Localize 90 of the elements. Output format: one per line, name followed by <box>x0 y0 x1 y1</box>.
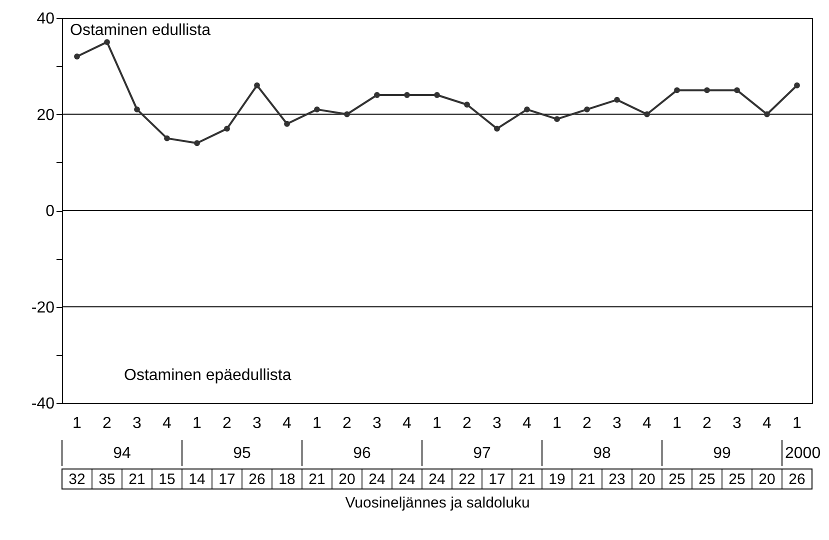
point <box>224 126 230 132</box>
point <box>134 106 140 112</box>
point <box>674 87 680 94</box>
point <box>644 111 650 118</box>
y-tick-label: 0 <box>46 203 55 220</box>
data-label: 26 <box>248 471 266 488</box>
x-tick-label: 1 <box>192 415 202 432</box>
point <box>314 106 320 112</box>
point <box>164 135 170 142</box>
text: 98 <box>593 445 611 462</box>
data-label: 21 <box>308 471 326 488</box>
point <box>254 82 260 88</box>
x-tick-label: 3 <box>132 415 142 432</box>
data-label: 19 <box>548 471 566 488</box>
point <box>794 82 800 88</box>
data-label: 24 <box>428 471 446 488</box>
data-label: 32 <box>68 471 86 488</box>
x-tick-label: 4 <box>522 415 532 432</box>
point <box>494 126 500 132</box>
point <box>284 120 290 127</box>
text: 97 <box>473 445 491 462</box>
x-tick-label: 4 <box>282 415 292 432</box>
point <box>344 111 350 118</box>
point <box>584 106 590 112</box>
data-label: 15 <box>158 471 176 488</box>
data-label: 14 <box>188 471 206 488</box>
data-label: 17 <box>218 471 236 488</box>
x-tick-label: 3 <box>732 415 742 432</box>
data-label: 25 <box>668 471 686 488</box>
data-label: 24 <box>368 471 386 488</box>
point <box>464 102 470 108</box>
annotation: Ostaminen epäedullista <box>124 367 292 384</box>
x-tick-label: 4 <box>642 415 652 432</box>
x-tick-label: 2 <box>582 415 592 432</box>
x-tick-label: 1 <box>72 415 82 432</box>
y-tick-label: -20 <box>31 299 55 316</box>
data-label: 23 <box>608 471 626 488</box>
text: 2000 <box>785 445 821 462</box>
point <box>74 54 80 60</box>
data-label: 21 <box>518 471 536 488</box>
point <box>194 140 200 146</box>
x-tick-label: 2 <box>222 415 232 432</box>
x-tick-label: 2 <box>702 415 712 432</box>
text: 96 <box>353 445 371 462</box>
x-tick-label: 4 <box>402 415 412 432</box>
data-label: 21 <box>128 471 146 488</box>
y-tick-label: 20 <box>36 106 55 124</box>
point <box>704 87 710 94</box>
x-tick-label: 4 <box>162 415 172 432</box>
point <box>524 106 530 112</box>
y-tick-label: 40 <box>36 10 55 28</box>
x-tick-label: 2 <box>462 415 472 432</box>
point <box>374 92 380 98</box>
data-label: 26 <box>788 471 806 488</box>
x-tick-label: 4 <box>762 415 772 432</box>
data-label: 25 <box>728 471 746 488</box>
data-label: 25 <box>698 471 716 488</box>
point <box>104 39 110 46</box>
point <box>404 92 410 98</box>
annotation: Ostaminen edullista <box>70 22 211 39</box>
data-label: 35 <box>98 471 116 488</box>
point <box>614 96 620 103</box>
data-label: 20 <box>338 471 356 488</box>
point <box>554 116 560 122</box>
x-tick-label: 3 <box>252 415 262 432</box>
data-label: 20 <box>638 471 656 488</box>
point <box>764 111 770 118</box>
data-label: 24 <box>398 471 416 488</box>
x-tick-label: 3 <box>612 415 622 432</box>
data-label: 21 <box>578 471 596 488</box>
x-tick-label: 1 <box>432 415 442 432</box>
data-label: 20 <box>758 471 776 488</box>
x-tick-label: 1 <box>312 415 322 432</box>
data-label: 22 <box>458 471 476 488</box>
x-tick-label: 3 <box>492 415 502 432</box>
x-tick-label: 2 <box>102 415 112 432</box>
point <box>734 87 740 94</box>
x-tick-label: 1 <box>792 415 802 432</box>
data-label: 18 <box>278 471 296 488</box>
text: 99 <box>713 445 731 462</box>
x-tick-label: 3 <box>372 415 382 432</box>
x-tick-label: 1 <box>552 415 562 432</box>
y-tick-label: -40 <box>31 396 55 412</box>
x-tick-label: 1 <box>672 415 682 432</box>
x-tick-label: 2 <box>342 415 352 432</box>
text: 95 <box>233 445 251 462</box>
data-label: 17 <box>488 471 506 488</box>
x-axis-title: Vuosineljännes ja saldoluku <box>345 494 530 512</box>
point <box>434 92 440 98</box>
text: 94 <box>113 445 131 462</box>
